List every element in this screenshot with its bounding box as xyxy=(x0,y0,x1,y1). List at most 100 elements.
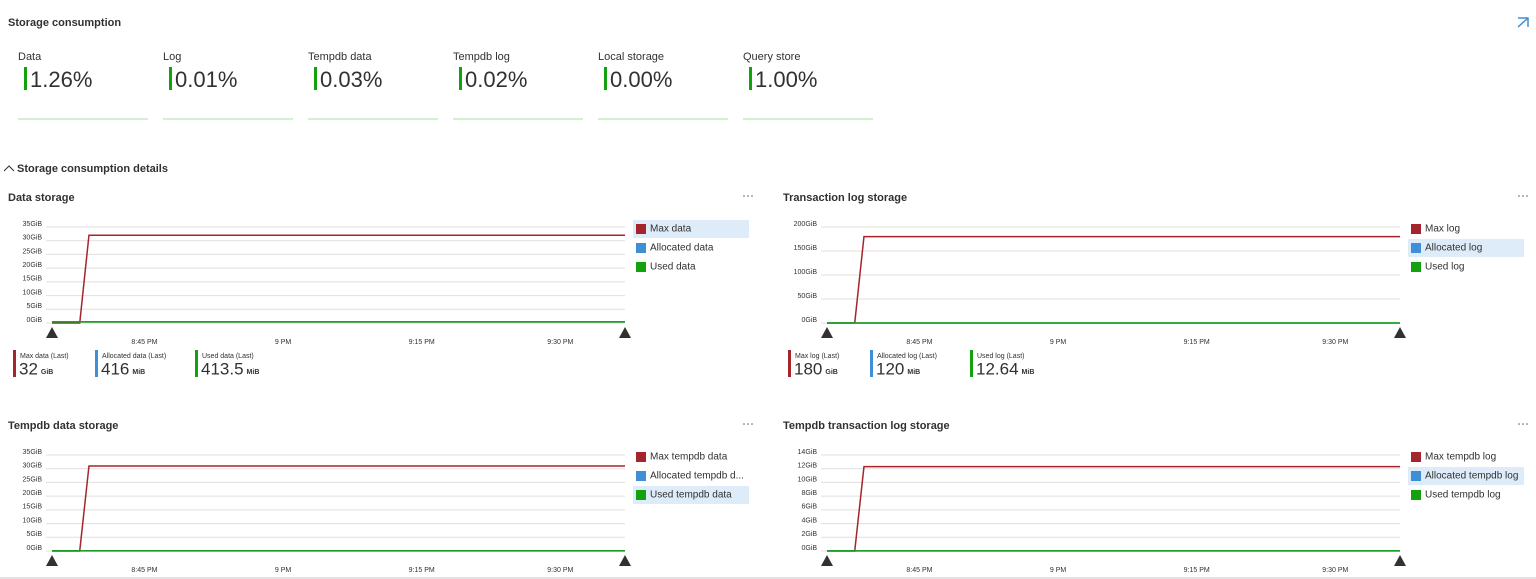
y-tick-label: 30GiB xyxy=(23,235,43,242)
tile-value: 1.00% xyxy=(755,67,817,92)
more-dot[interactable] xyxy=(1522,195,1524,197)
legend-swatch[interactable] xyxy=(1411,490,1421,500)
legend-label[interactable]: Used tempdb log xyxy=(1425,490,1501,501)
x-tick-label: 9:15 PM xyxy=(409,339,435,346)
more-dot[interactable] xyxy=(747,195,749,197)
stat-bar xyxy=(870,350,873,377)
stat-unit: GiB xyxy=(41,369,53,376)
tile-value: 0.00% xyxy=(610,67,672,92)
more-dot[interactable] xyxy=(743,423,745,425)
legend-swatch[interactable] xyxy=(636,490,646,500)
chart-title: Tempdb transaction log storage xyxy=(783,420,950,432)
stat-unit: GiB xyxy=(825,369,837,376)
stat-unit: MiB xyxy=(247,369,260,376)
stat-label: Used data (Last) xyxy=(202,353,254,360)
legend-swatch[interactable] xyxy=(636,224,646,234)
y-tick-label: 10GiB xyxy=(798,476,818,483)
tile-bar xyxy=(169,67,172,90)
series-line xyxy=(52,234,625,324)
range-handle[interactable] xyxy=(46,327,58,338)
collapse-chevron[interactable] xyxy=(3,165,15,172)
y-tick-label: 200GiB xyxy=(794,221,818,228)
legend-swatch[interactable] xyxy=(1411,471,1421,481)
more-dot[interactable] xyxy=(1518,195,1520,197)
tile-bar xyxy=(749,67,752,90)
stat-bar xyxy=(970,350,973,377)
legend-swatch[interactable] xyxy=(1411,452,1421,462)
stat-value: 32 xyxy=(19,359,38,378)
legend-swatch[interactable] xyxy=(1411,243,1421,253)
tile-value: 0.02% xyxy=(465,67,527,92)
legend-swatch[interactable] xyxy=(636,471,646,481)
x-tick-label: 9:15 PM xyxy=(409,567,435,574)
series-line xyxy=(52,465,625,552)
stat-bar xyxy=(13,350,16,377)
section-title[interactable]: Storage consumption details xyxy=(17,163,168,175)
x-tick-label: 9 PM xyxy=(1050,339,1067,346)
y-tick-label: 0GiB xyxy=(801,317,817,324)
legend-highlight xyxy=(1408,239,1524,257)
legend-label[interactable]: Used tempdb data xyxy=(650,490,732,501)
tile-label: Local storage xyxy=(598,51,664,63)
stat-unit: MiB xyxy=(1022,369,1035,376)
range-handle[interactable] xyxy=(821,555,833,566)
pin-icon-glyph[interactable] xyxy=(1517,17,1529,28)
page-title: Storage consumption xyxy=(8,17,121,29)
y-tick-label: 5GiB xyxy=(26,303,42,310)
y-tick-label: 10GiB xyxy=(23,517,43,524)
x-tick-label: 9:15 PM xyxy=(1184,339,1210,346)
y-tick-label: 0GiB xyxy=(26,317,42,324)
range-handle[interactable] xyxy=(821,327,833,338)
series-line xyxy=(827,235,1400,324)
range-handle[interactable] xyxy=(1394,327,1406,338)
legend-label[interactable]: Allocated data xyxy=(650,243,714,254)
range-handle[interactable] xyxy=(619,555,631,566)
more-dot[interactable] xyxy=(743,195,745,197)
legend-label[interactable]: Max data xyxy=(650,224,692,235)
legend-label[interactable]: Max log xyxy=(1425,224,1460,235)
stat-value: 416 xyxy=(101,359,129,378)
tile-label: Data xyxy=(18,51,42,63)
x-tick-label: 9 PM xyxy=(1050,567,1067,574)
legend-highlight xyxy=(1408,467,1524,485)
y-tick-label: 100GiB xyxy=(794,269,818,276)
legend-swatch[interactable] xyxy=(1411,224,1421,234)
pin-icon[interactable] xyxy=(1516,15,1530,29)
legend-swatch[interactable] xyxy=(636,452,646,462)
legend-swatch[interactable] xyxy=(1411,262,1421,272)
stat-unit: MiB xyxy=(907,369,920,376)
more-dot[interactable] xyxy=(751,423,753,425)
more-dot[interactable] xyxy=(1522,423,1524,425)
legend-label[interactable]: Allocated tempdb log xyxy=(1425,471,1518,482)
y-tick-label: 0GiB xyxy=(801,545,817,552)
y-tick-label: 6GiB xyxy=(801,504,817,511)
more-dot[interactable] xyxy=(1526,195,1528,197)
tile-label: Tempdb log xyxy=(453,51,510,63)
stat-bar xyxy=(195,350,198,377)
y-tick-label: 35GiB xyxy=(23,449,43,456)
more-dot[interactable] xyxy=(747,423,749,425)
more-dot[interactable] xyxy=(1518,423,1520,425)
tile-label: Log xyxy=(163,51,181,63)
range-handle[interactable] xyxy=(1394,555,1406,566)
legend-label[interactable]: Allocated log xyxy=(1425,243,1482,254)
legend-label[interactable]: Allocated tempdb d... xyxy=(650,471,744,482)
legend-label[interactable]: Used data xyxy=(650,262,696,273)
x-tick-label: 9:30 PM xyxy=(547,339,573,346)
y-tick-label: 5GiB xyxy=(26,531,42,538)
legend-label[interactable]: Max tempdb data xyxy=(650,452,728,463)
legend-label[interactable]: Used log xyxy=(1425,262,1464,273)
chart-title: Tempdb data storage xyxy=(8,420,118,432)
y-tick-label: 2GiB xyxy=(801,531,817,538)
more-dot[interactable] xyxy=(1526,423,1528,425)
legend-swatch[interactable] xyxy=(636,243,646,253)
legend-swatch[interactable] xyxy=(636,262,646,272)
more-dot[interactable] xyxy=(751,195,753,197)
range-handle[interactable] xyxy=(46,555,58,566)
y-tick-label: 14GiB xyxy=(798,449,818,456)
y-tick-label: 12GiB xyxy=(798,463,818,470)
range-handle[interactable] xyxy=(619,327,631,338)
legend-label[interactable]: Max tempdb log xyxy=(1425,452,1496,463)
y-tick-label: 25GiB xyxy=(23,476,43,483)
stat-label: Allocated log (Last) xyxy=(877,353,937,360)
